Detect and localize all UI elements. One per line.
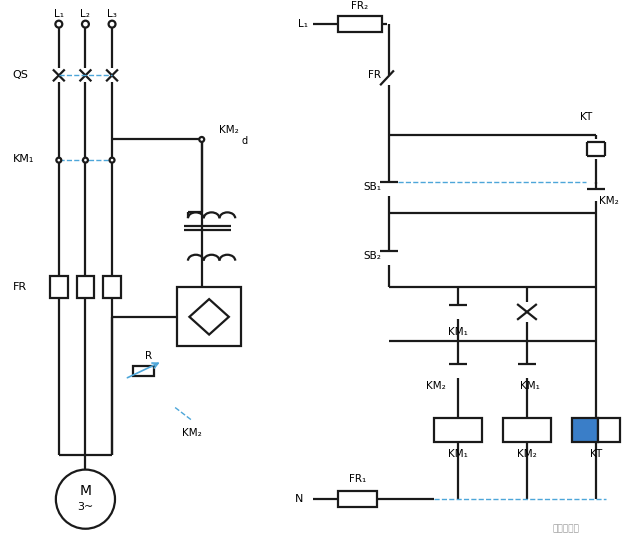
- Text: L₁: L₁: [298, 19, 308, 29]
- Text: KM₂: KM₂: [426, 381, 446, 391]
- Text: FR₁: FR₁: [349, 474, 366, 485]
- Text: SB₁: SB₁: [363, 182, 381, 192]
- Circle shape: [56, 20, 62, 27]
- Bar: [503, 418, 550, 442]
- Text: KM₁: KM₁: [448, 327, 468, 337]
- Text: 3~: 3~: [77, 502, 93, 512]
- Bar: [598, 418, 620, 442]
- Text: QS: QS: [13, 71, 28, 80]
- Bar: [572, 418, 598, 442]
- Text: KM₁: KM₁: [520, 381, 540, 391]
- Bar: [132, 365, 154, 376]
- Bar: [77, 277, 94, 298]
- Text: FR: FR: [368, 71, 381, 80]
- Text: KT: KT: [590, 449, 602, 459]
- Text: KM₁: KM₁: [13, 154, 34, 164]
- Text: SB₂: SB₂: [364, 251, 381, 261]
- Bar: [50, 277, 68, 298]
- Circle shape: [109, 20, 115, 27]
- Circle shape: [83, 158, 88, 163]
- Bar: [338, 16, 382, 32]
- Bar: [338, 491, 377, 507]
- Bar: [177, 287, 241, 347]
- Polygon shape: [189, 299, 229, 335]
- Circle shape: [82, 20, 89, 27]
- Circle shape: [56, 158, 61, 163]
- Text: M: M: [79, 484, 92, 498]
- Text: FR₂: FR₂: [351, 2, 369, 11]
- Text: R: R: [145, 351, 152, 361]
- Text: KM₁: KM₁: [448, 449, 468, 459]
- Bar: [435, 418, 482, 442]
- Bar: [103, 277, 121, 298]
- Text: KM₂: KM₂: [599, 196, 619, 205]
- Text: L₃: L₃: [107, 9, 117, 19]
- Text: KM₂: KM₂: [182, 428, 202, 438]
- Text: L₁: L₁: [54, 9, 64, 19]
- Text: KM₂: KM₂: [517, 449, 537, 459]
- Text: KT: KT: [580, 112, 592, 122]
- Text: d: d: [241, 136, 247, 147]
- Text: 电子技术控: 电子技术控: [553, 524, 580, 533]
- Text: FR: FR: [13, 282, 27, 292]
- Text: N: N: [295, 494, 303, 504]
- Circle shape: [109, 158, 115, 163]
- Circle shape: [199, 137, 204, 142]
- Text: L₂: L₂: [81, 9, 90, 19]
- Circle shape: [56, 469, 115, 529]
- Text: KM₂: KM₂: [220, 125, 239, 135]
